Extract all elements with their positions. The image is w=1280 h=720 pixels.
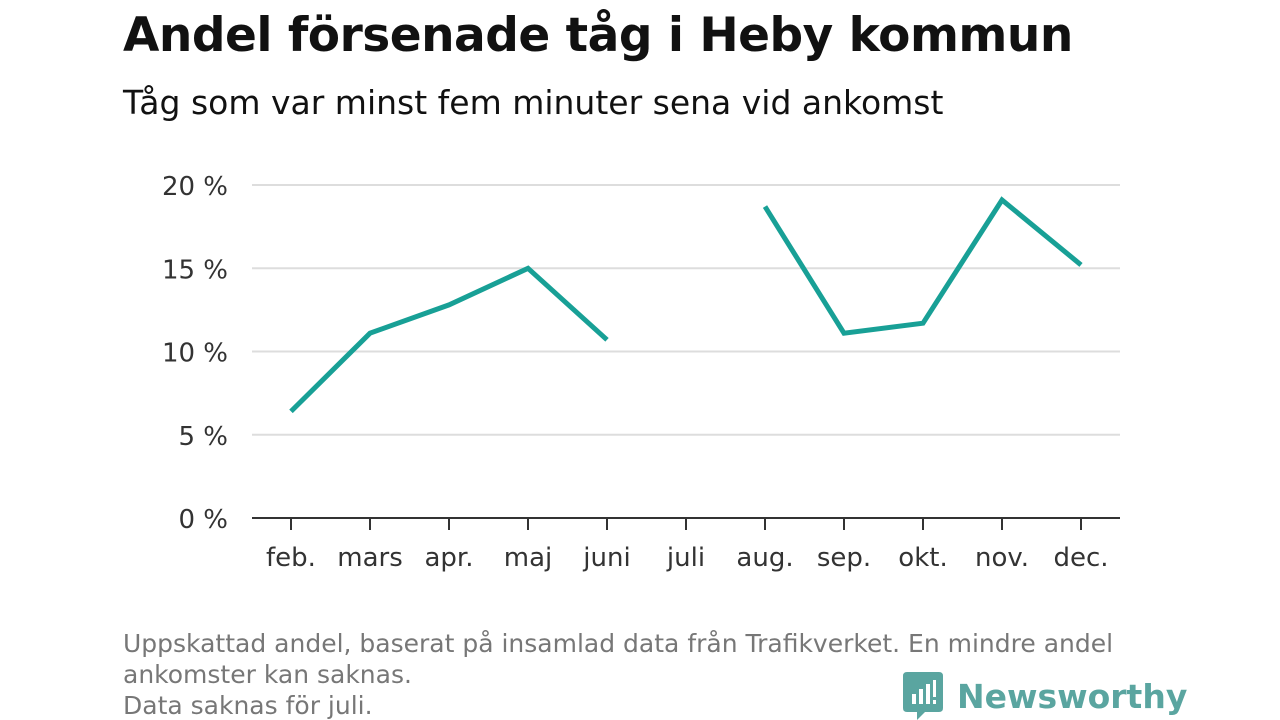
brand-name: Newsworthy: [957, 676, 1188, 716]
x-tick-label: okt.: [898, 543, 947, 573]
x-tick-label: juli: [666, 543, 705, 573]
footnote: Uppskattad andel, baserat på insamlad da…: [123, 628, 1163, 720]
x-tick-label: juni: [582, 543, 630, 573]
chart-title: Andel försenade tåg i Heby kommun: [123, 8, 1073, 63]
x-tick-label: feb.: [266, 543, 316, 573]
brand-logo: Newsworthy: [903, 672, 1187, 720]
x-tick-label: maj: [504, 543, 552, 573]
footnote-line-3: Data saknas för juli.: [123, 691, 373, 720]
series-lines: [289, 196, 1083, 414]
x-tick-label: dec.: [1053, 543, 1108, 573]
x-tick-label: nov.: [975, 543, 1029, 573]
y-tick-label: 5 %: [178, 422, 228, 452]
line-chart: 0 % 5 % 10 % 15 % 20 % feb. mars apr. maj juni ju…: [162, 172, 1120, 573]
x-axis: [252, 517, 1120, 530]
y-axis-tick-labels: 0 % 5 % 10 % 15 % 20 %: [162, 172, 228, 535]
y-tick-label: 15 %: [162, 255, 228, 285]
x-tick-label: mars: [337, 543, 403, 573]
newsworthy-logo-icon: [903, 672, 943, 720]
x-tick-label: apr.: [424, 543, 473, 573]
footnote-line-1: Uppskattad andel, baserat på insamlad da…: [123, 629, 1114, 658]
x-tick-label: aug.: [736, 543, 793, 573]
x-tick-label: sep.: [817, 543, 871, 573]
chart-subtitle: Tåg som var minst fem minuter sena vid a…: [123, 83, 944, 122]
series-line-segment: [289, 265, 609, 414]
y-tick-label: 0 %: [178, 505, 228, 535]
y-tick-label: 20 %: [162, 172, 228, 202]
gridlines: [252, 184, 1120, 436]
y-tick-label: 10 %: [162, 339, 228, 369]
x-axis-tick-labels: feb. mars apr. maj juni juli aug. sep. okt. nov. d…: [266, 543, 1108, 573]
series-line-segment: [762, 196, 1083, 336]
footnote-line-2: ankomster kan saknas.: [123, 660, 412, 689]
